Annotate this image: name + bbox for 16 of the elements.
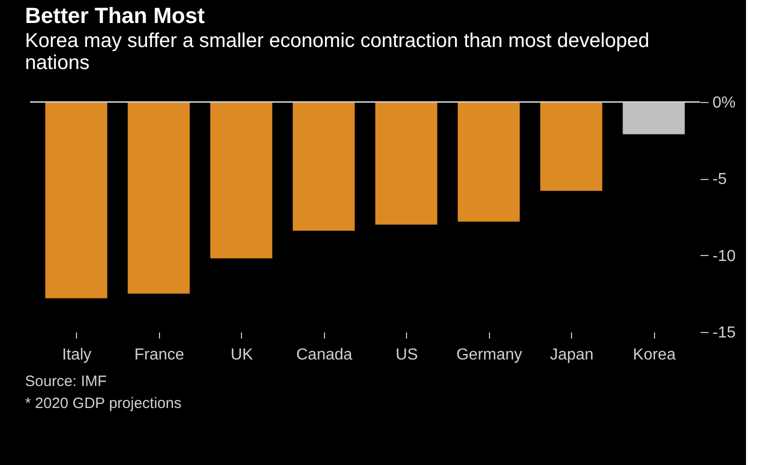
x-tick-label: Korea (632, 346, 676, 364)
x-tick-label: France (134, 346, 184, 364)
chart-subtitle: Korea may suffer a smaller economic contraction than most developed nations (25, 30, 650, 74)
y-tick-label: -5 (712, 171, 727, 188)
x-tick-label: Japan (550, 346, 594, 364)
x-tick-label: Canada (296, 346, 352, 364)
x-tick-label: Germany (456, 346, 522, 364)
y-tick-label: -15 (712, 324, 736, 342)
source-note: Source: IMF (25, 373, 107, 390)
text: * 2020 GDP projections (25, 395, 182, 412)
y-tick-label: -10 (712, 248, 736, 265)
x-tick-label: Italy (62, 346, 92, 364)
x-tick-label: US (396, 346, 418, 364)
y-tick-label: 0% (712, 94, 736, 112)
chart-title: Better Than Most (25, 3, 206, 28)
x-tick-label: UK (230, 346, 254, 364)
